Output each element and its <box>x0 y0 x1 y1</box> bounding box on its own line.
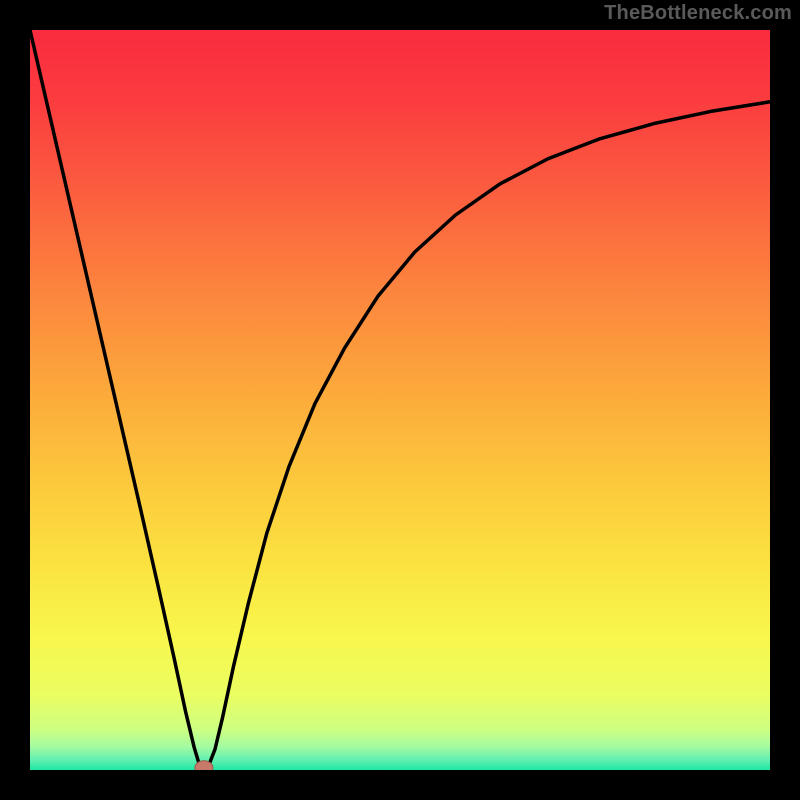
chart-container: TheBottleneck.com <box>0 0 800 800</box>
plot-background <box>30 30 770 770</box>
watermark-text: TheBottleneck.com <box>604 2 792 25</box>
bottleneck-chart <box>0 0 800 800</box>
